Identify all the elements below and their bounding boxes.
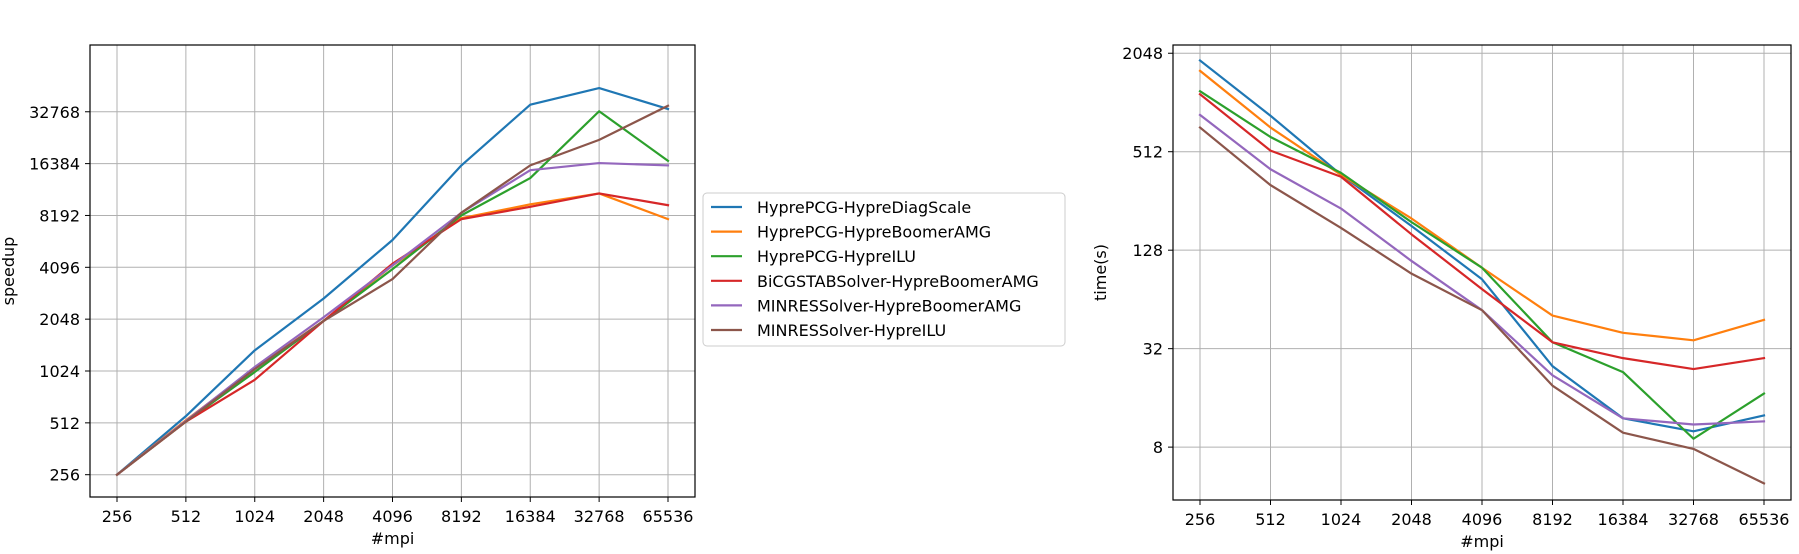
x-tick-label: 16384	[1598, 510, 1649, 529]
x-tick-label: 65536	[1739, 510, 1790, 529]
y-tick-label: 4096	[39, 258, 80, 277]
x-axis-label: #mpi	[371, 529, 415, 548]
series-line-minressolver-hypreilu	[1198, 125, 1766, 485]
legend-label: HyprePCG-HypreILU	[757, 247, 916, 266]
series-line-hyprepcg-hyprediagscale	[1198, 58, 1766, 433]
x-tick-label: 512	[171, 507, 202, 526]
y-tick-label: 512	[1132, 143, 1163, 162]
x-tick-label: 4096	[1462, 510, 1503, 529]
y-tick-label: 32768	[29, 103, 80, 122]
x-tick-label: 8192	[1532, 510, 1573, 529]
y-tick-label: 8192	[39, 206, 80, 225]
x-axis-label: #mpi	[1460, 532, 1504, 551]
series-line-bicgstabsolver-hypreboomeramg	[115, 192, 670, 477]
x-tick-label: 1024	[1321, 510, 1362, 529]
x-tick-label: 8192	[441, 507, 482, 526]
legend-label: MINRESSolver-HypreILU	[757, 321, 946, 340]
x-tick-label: 1024	[234, 507, 275, 526]
y-axis-label: speedup	[0, 237, 18, 306]
y-tick-label: 256	[49, 466, 80, 485]
legend-label: HyprePCG-HypreBoomerAMG	[757, 223, 991, 242]
legend-box	[702, 192, 1066, 347]
series-line-hyprepcg-hyprediagscale	[115, 86, 670, 477]
plot-frame	[89, 44, 696, 498]
y-axis-label: time(s)	[1091, 244, 1110, 301]
y-tick-label: 16384	[29, 155, 80, 174]
x-tick-label: 2048	[303, 507, 344, 526]
y-tick-label: 512	[49, 414, 80, 433]
x-tick-label: 65536	[643, 507, 694, 526]
legend: HyprePCG-HypreDiagScale HyprePCG-HypreBoo…	[702, 192, 1066, 347]
y-tick-label: 128	[1132, 241, 1163, 260]
x-tick-label: 32768	[574, 507, 625, 526]
x-tick-label: 16384	[505, 507, 556, 526]
x-tick-label: 4096	[372, 507, 413, 526]
x-tick-label: 2048	[1391, 510, 1432, 529]
series-line-hyprepcg-hypreilu	[1198, 89, 1766, 440]
plot-frame	[1172, 44, 1792, 501]
x-tick-label: 256	[102, 507, 133, 526]
y-tick-label: 8	[1153, 438, 1163, 457]
x-tick-label: 256	[1185, 510, 1216, 529]
y-tick-label: 32	[1143, 340, 1163, 359]
legend-label: BiCGSTABSolver-HypreBoomerAMG	[757, 272, 1039, 291]
legend-label: MINRESSolver-HypreBoomerAMG	[757, 296, 1021, 315]
y-tick-label: 2048	[1122, 44, 1163, 63]
time-chart: 256 512 1024 2048 4096 8192 16384 32768 65536 8 32…	[1091, 44, 1792, 551]
y-tick-label: 1024	[39, 362, 80, 381]
legend-label: HyprePCG-HypreDiagScale	[757, 198, 971, 217]
series-line-minressolver-hypreilu	[115, 104, 670, 477]
series-line-bicgstabsolver-hypreboomeramg	[1198, 92, 1766, 371]
speedup-chart: 256 512 1024 2048 4096 8192 16384 32768 65536 256…	[0, 44, 696, 548]
x-tick-label: 32768	[1668, 510, 1719, 529]
y-tick-label: 2048	[39, 310, 80, 329]
x-tick-label: 512	[1255, 510, 1286, 529]
